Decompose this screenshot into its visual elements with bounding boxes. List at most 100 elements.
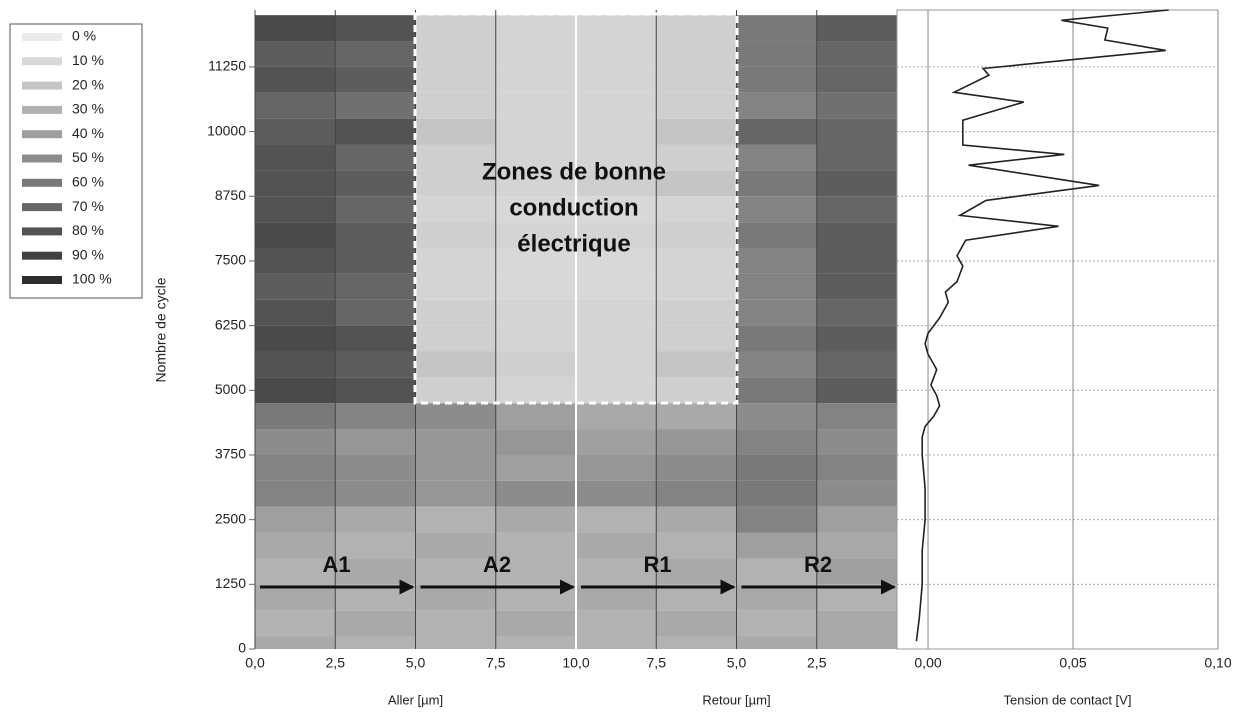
heat-cell	[415, 558, 496, 585]
heat-cell	[576, 41, 657, 67]
heat-cell	[656, 66, 737, 93]
heat-cell	[335, 480, 416, 507]
heat-cell	[255, 506, 336, 533]
heat-cell	[656, 170, 737, 197]
heat-cell	[495, 273, 576, 300]
heat-cell	[495, 299, 576, 326]
heat-cell	[576, 222, 657, 249]
heat-cell	[415, 196, 496, 223]
heat-cell	[335, 248, 416, 274]
heat-cell	[736, 41, 817, 67]
heat-cell	[656, 454, 737, 481]
heat-cell	[576, 351, 657, 378]
heat-cell	[576, 325, 657, 352]
heat-cell	[495, 610, 576, 637]
heat-cell	[576, 506, 657, 533]
heat-cell	[576, 170, 657, 197]
heat-cell	[816, 532, 897, 559]
x-axis-label: Retour [µm]	[702, 692, 770, 707]
heat-cell	[255, 584, 336, 611]
heat-cell	[255, 532, 336, 559]
legend-swatch	[22, 105, 62, 114]
heat-cell	[495, 377, 576, 404]
heat-cell	[816, 41, 897, 67]
heat-cell	[736, 403, 817, 430]
y-axis-label: Nombre de cycle	[153, 277, 169, 382]
heat-cell	[576, 532, 657, 559]
heat-cell	[656, 248, 737, 274]
y-tick-label: 5000	[215, 381, 246, 397]
heat-cell	[335, 351, 416, 378]
heat-cell	[576, 66, 657, 93]
heat-cell	[736, 273, 817, 300]
heat-cell	[415, 15, 496, 42]
heat-cell	[415, 92, 496, 119]
heat-cell	[495, 118, 576, 145]
annotation: Zones de bonne	[482, 158, 666, 185]
heat-cell	[656, 118, 737, 145]
heat-cell	[415, 144, 496, 171]
heat-cell	[415, 66, 496, 93]
heat-cell	[736, 584, 817, 611]
heat-cell	[255, 325, 336, 352]
y-tick-label: 7500	[215, 252, 246, 268]
heat-cell	[415, 222, 496, 249]
legend-swatch	[22, 251, 62, 260]
heat-cell	[495, 636, 576, 649]
heat-cell	[656, 144, 737, 171]
heat-cell	[495, 66, 576, 93]
heat-cell	[816, 66, 897, 93]
heat-cell	[736, 454, 817, 481]
heat-cell	[495, 325, 576, 352]
heat-cell	[816, 248, 897, 274]
x-tick-label: 2,5	[807, 655, 827, 671]
y-tick-label: 6250	[215, 316, 246, 332]
heat-cell	[576, 429, 657, 455]
heat-cell	[736, 480, 817, 507]
arrow-label: R2	[804, 552, 832, 577]
heat-cell	[576, 480, 657, 507]
heat-cell	[736, 636, 817, 649]
legend-swatch	[22, 227, 62, 236]
heat-cell	[335, 403, 416, 430]
heat-cell	[495, 196, 576, 223]
heat-cell	[816, 610, 897, 637]
legend-label: 100 %	[72, 271, 112, 287]
y-tick-label: 8750	[215, 187, 246, 203]
legend-label: 50 %	[72, 149, 104, 165]
legend-swatch	[22, 130, 62, 139]
heat-cell	[736, 325, 817, 352]
heat-cell	[335, 429, 416, 455]
heat-cell	[576, 273, 657, 300]
x-tick-label: 5,0	[727, 655, 747, 671]
heat-cell	[255, 351, 336, 378]
heat-cell	[335, 506, 416, 533]
x-tick-label: 0,10	[1204, 655, 1231, 671]
heat-cell	[495, 403, 576, 430]
y-tick-label: 3750	[215, 446, 246, 462]
heat-cell	[495, 41, 576, 67]
arrow-label: A1	[322, 552, 350, 577]
heat-cell	[816, 403, 897, 430]
heat-cell	[736, 429, 817, 455]
heat-cell	[576, 610, 657, 637]
heat-cell	[255, 429, 336, 455]
heat-cell	[736, 248, 817, 274]
heat-cell	[656, 92, 737, 119]
heat-cell	[415, 377, 496, 404]
heat-cell	[415, 273, 496, 300]
heat-cell	[415, 325, 496, 352]
x-tick-label: 0,0	[245, 655, 265, 671]
heat-cell	[576, 118, 657, 145]
x-axis-label: Aller [µm]	[388, 692, 443, 707]
heat-cell	[736, 532, 817, 559]
heat-cell	[736, 15, 817, 42]
heat-cell	[576, 636, 657, 649]
heat-cell	[415, 506, 496, 533]
y-tick-label: 2500	[215, 510, 246, 526]
heat-cell	[736, 506, 817, 533]
heat-cell	[335, 92, 416, 119]
annotation: conduction	[509, 194, 638, 221]
